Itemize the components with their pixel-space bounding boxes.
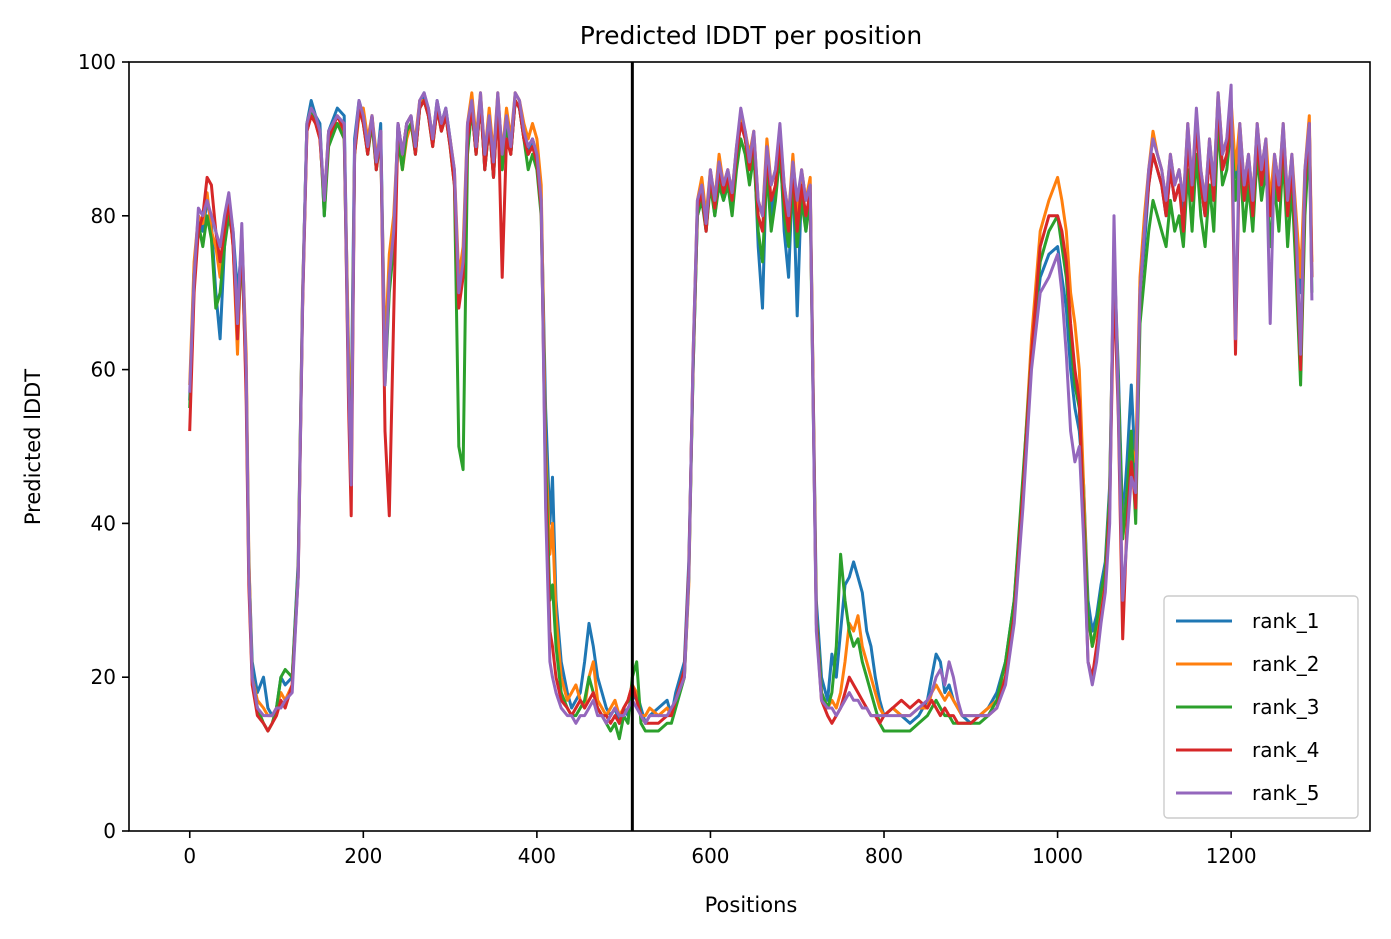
y-axis-title: Predicted lDDT bbox=[21, 369, 45, 525]
x-tick-label: 400 bbox=[518, 844, 556, 868]
legend-label-rank-3: rank_3 bbox=[1252, 695, 1319, 719]
series-layer bbox=[188, 83, 1314, 741]
y-axis: 0 20 40 60 80 100 bbox=[78, 50, 129, 843]
legend-label-rank-5: rank_5 bbox=[1252, 781, 1319, 805]
x-axis-title: Positions bbox=[705, 893, 798, 917]
x-tick-label: 200 bbox=[344, 844, 382, 868]
y-tick-label: 100 bbox=[78, 50, 116, 74]
y-tick-label: 0 bbox=[103, 819, 116, 843]
x-tick-label: 1200 bbox=[1206, 844, 1257, 868]
legend-label-rank-1: rank_1 bbox=[1252, 609, 1319, 633]
series-line-rank-5 bbox=[188, 83, 1314, 725]
x-tick-label: 1000 bbox=[1032, 844, 1083, 868]
plot-area-frame bbox=[128, 61, 1371, 832]
legend-box bbox=[1163, 595, 1359, 819]
x-tick-label: 0 bbox=[183, 844, 196, 868]
y-tick-label: 40 bbox=[91, 511, 116, 535]
x-tick-label: 800 bbox=[865, 844, 903, 868]
legend: rank_1 rank_2 rank_3 rank_4 rank_5 bbox=[1163, 595, 1359, 819]
legend-label-rank-2: rank_2 bbox=[1252, 652, 1319, 676]
y-tick-label: 20 bbox=[91, 665, 116, 689]
x-tick-label: 600 bbox=[691, 844, 729, 868]
x-axis: 0 200 400 600 800 1000 1200 bbox=[183, 831, 1257, 868]
y-tick-label: 80 bbox=[91, 204, 116, 228]
y-tick-label: 60 bbox=[91, 358, 116, 382]
chart-title: Predicted lDDT per position bbox=[580, 21, 922, 50]
legend-label-rank-4: rank_4 bbox=[1252, 738, 1319, 762]
